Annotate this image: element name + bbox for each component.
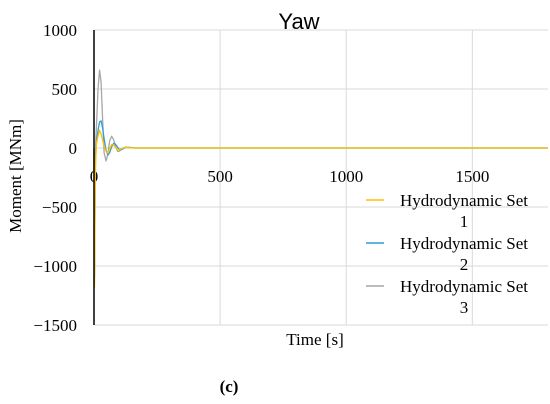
series-lines (93, 69, 548, 288)
x-tick-label: 1500 (455, 167, 489, 186)
legend-label-suffix: 3 (460, 298, 469, 317)
x-tick-label: 1000 (329, 167, 363, 186)
legend-label: Hydrodynamic Set (400, 277, 528, 296)
y-tick-labels: 1000 500 0 −500 −1000 −1500 (33, 21, 77, 335)
y-axis-title: Moment [MNm] (6, 119, 25, 233)
y-tick-label: 1000 (43, 21, 77, 40)
y-tick-label: 500 (52, 80, 78, 99)
legend: Hydrodynamic Set 1 Hydrodynamic Set 2 Hydrod… (366, 191, 528, 317)
y-tick-label: 0 (69, 139, 78, 158)
y-tick-label: −1000 (33, 257, 77, 276)
y-tick-label: −500 (42, 198, 77, 217)
figure-caption: (c) (220, 377, 239, 396)
x-tick-label: 500 (207, 167, 233, 186)
x-axis-title: Time [s] (286, 330, 343, 349)
legend-label: Hydrodynamic Set (400, 191, 528, 210)
series-line-1 (93, 129, 548, 288)
legend-label: Hydrodynamic Set (400, 234, 528, 253)
legend-label-suffix: 2 (460, 255, 469, 274)
legend-label-suffix: 1 (460, 212, 469, 231)
y-tick-label: −1500 (33, 316, 77, 335)
